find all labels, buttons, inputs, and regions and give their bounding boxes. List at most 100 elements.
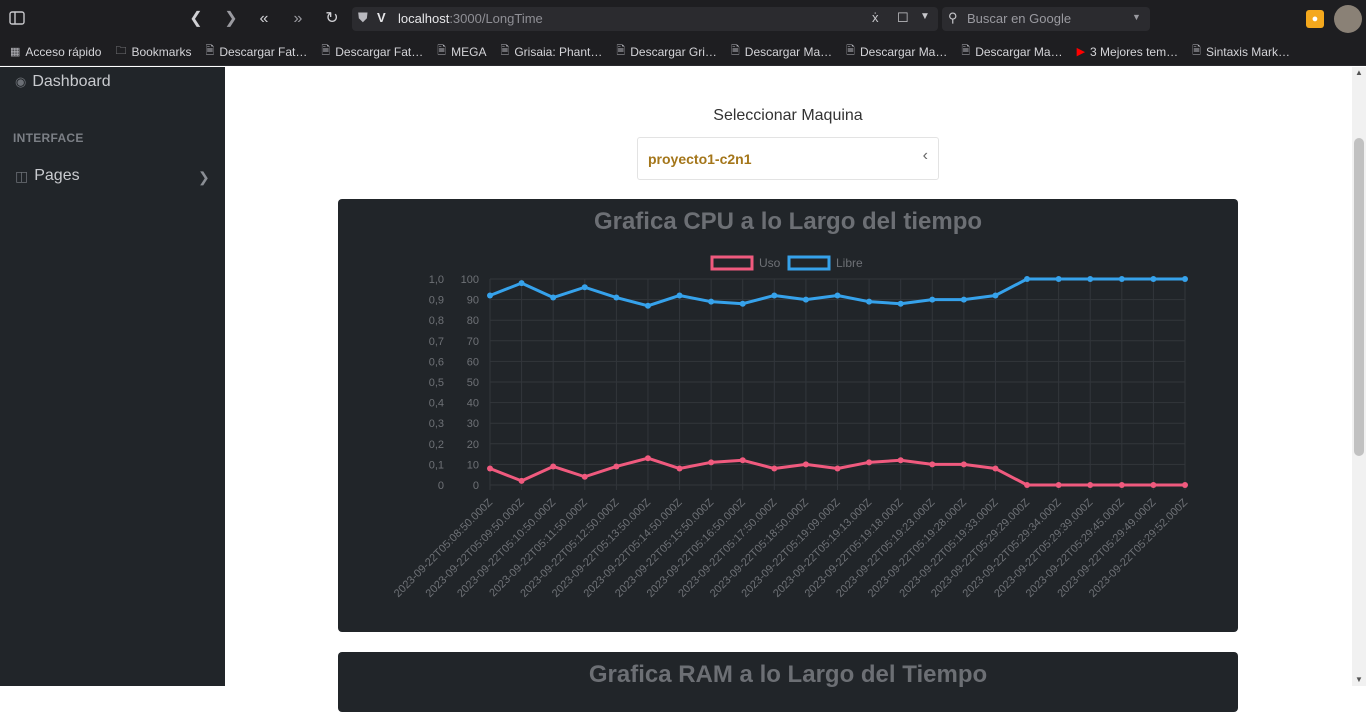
bookmark-item[interactable]: 🗎 Sintaxis Mark… <box>1192 42 1290 61</box>
y-left-tick-label: 1,0 <box>429 274 444 286</box>
data-point-libre <box>834 292 841 299</box>
sidebar-item-label: Dashboard <box>32 73 111 90</box>
legend-swatch-libre <box>787 255 831 271</box>
chevron-left-icon: ‹ <box>922 147 928 164</box>
y-left-tick-label: 0,7 <box>429 336 444 348</box>
bookmark-icon[interactable]: ☐ <box>897 10 909 25</box>
data-point-uso <box>834 465 841 472</box>
search-icon: ⚲ <box>948 10 958 25</box>
data-point-uso <box>613 463 620 470</box>
sidebar-item-dashboard[interactable]: ◉ Dashboard <box>15 73 111 91</box>
y-left-tick-label: 0,1 <box>429 459 444 471</box>
bookmark-item[interactable]: 🗎 MEGA <box>437 42 486 61</box>
scroll-down-icon[interactable]: ▼ <box>1355 675 1363 684</box>
page-icon: 🗎 <box>846 45 855 57</box>
url-host: localhost <box>398 11 450 26</box>
data-point-uso <box>581 473 588 480</box>
y-right-tick-label: 30 <box>467 418 479 430</box>
data-point-libre <box>992 292 999 299</box>
bookmark-label: Bookmarks <box>131 44 192 59</box>
bookmark-label: 3 Mejores tem… <box>1090 44 1179 59</box>
data-point-libre <box>771 292 778 299</box>
sidebar: ◉ Dashboard INTERFACE ◫ Pages ❯ <box>0 67 225 686</box>
scroll-up-icon[interactable]: ▲ <box>1355 68 1363 77</box>
forward-icon[interactable]: ❯ <box>224 10 238 27</box>
reload-icon[interactable]: ↻ <box>325 10 339 27</box>
dropdown-icon[interactable]: ▼ <box>920 11 930 22</box>
profile-avatar[interactable] <box>1334 5 1362 33</box>
search-bar[interactable]: ⚲ Buscar en Google ▼ <box>942 7 1150 31</box>
y-left-tick-label: 0,4 <box>429 398 444 410</box>
selector-title: Seleccionar Maquina <box>713 107 863 124</box>
page-icon: 🗎 <box>961 45 971 57</box>
page-icon: 🗎 <box>321 45 331 57</box>
bookmark-label: Descargar Fat… <box>335 44 424 59</box>
data-point-uso <box>897 457 904 464</box>
sidebar-toggle-icon[interactable] <box>7 9 27 29</box>
y-left-tick-label: 0,8 <box>429 315 444 327</box>
bookmark-item[interactable]: 🗎 Descargar Ma… <box>961 42 1062 61</box>
ram-chart-card: Grafica RAM a lo Largo del Tiempo <box>338 652 1238 712</box>
bookmark-item[interactable]: ▶ 3 Mejores tem… <box>1077 45 1179 59</box>
data-point-uso <box>644 455 651 462</box>
y-left-tick-label: 0,5 <box>429 377 444 389</box>
back-icon[interactable]: ❮ <box>189 10 203 27</box>
translate-icon[interactable]: ẋ <box>872 10 879 25</box>
y-right-tick-label: 20 <box>467 439 479 451</box>
bookmark-item[interactable]: 🗎 Descargar Ma… <box>731 42 832 61</box>
url-text[interactable]: localhost:3000/LongTime <box>398 11 543 26</box>
data-point-libre <box>1118 276 1125 282</box>
y-right-tick-label: 10 <box>467 459 479 471</box>
data-point-uso <box>1024 482 1031 488</box>
rewind-icon[interactable]: « <box>259 10 269 27</box>
data-point-uso <box>929 461 936 468</box>
extension-icon[interactable]: ● <box>1306 10 1324 28</box>
page-icon: 🗎 <box>616 45 626 57</box>
data-point-libre <box>1087 276 1094 282</box>
data-point-uso <box>802 461 809 468</box>
dashboard-icon: ◉ <box>15 74 27 89</box>
data-point-uso <box>866 459 873 466</box>
sidebar-heading: INTERFACE <box>13 131 84 145</box>
bookmark-item[interactable]: 🗎 Descargar Fat… <box>321 42 423 61</box>
page-icon: 🗎 <box>437 45 447 57</box>
machine-select[interactable]: proyecto1-c2n1 ‹ <box>637 137 939 180</box>
data-point-uso <box>960 461 967 468</box>
bookmark-label: Acceso rápido <box>25 44 102 59</box>
bookmark-item[interactable]: 🗎 Grisaia: Phant… <box>500 42 602 61</box>
chevron-right-icon[interactable]: ❯ <box>198 169 210 185</box>
bookmark-label: Grisaia: Phant… <box>514 44 603 59</box>
y-left-tick-label: 0,2 <box>429 439 444 451</box>
sidebar-item-pages[interactable]: ◫ Pages <box>15 167 80 185</box>
data-point-libre <box>1182 276 1188 282</box>
page-icon: 🗎 <box>205 45 215 57</box>
data-point-uso <box>739 457 746 464</box>
machine-select-value: proyecto1-c2n1 <box>648 151 752 167</box>
data-point-libre <box>1055 276 1062 282</box>
data-point-libre <box>802 296 809 303</box>
bookmark-item[interactable]: 🗎 Descargar Fat… <box>205 42 307 61</box>
search-engine-dropdown-icon[interactable]: ▼ <box>1132 12 1141 22</box>
y-right-tick-label: 0 <box>473 480 479 492</box>
fast-forward-icon[interactable]: » <box>293 10 303 27</box>
address-bar[interactable]: ⛊ V localhost:3000/LongTime ẋ ☐ ▼ <box>352 7 938 31</box>
page-icon: 🗎 <box>500 45 510 57</box>
cpu-chart-title: Grafica CPU a lo Largo del tiempo <box>593 208 983 235</box>
bookmark-label: Descargar Ma… <box>860 44 948 59</box>
bookmark-item[interactable]: 🗎 Descargar Gri… <box>616 42 717 61</box>
bookmark-item[interactable]: ▦ Acceso rápido <box>10 45 101 59</box>
data-point-libre <box>708 298 715 305</box>
y-left-tick-label: 0,6 <box>429 356 444 368</box>
bookmark-item[interactable]: 🗎 Descargar Ma… <box>846 42 947 61</box>
data-point-uso <box>1055 482 1062 488</box>
sidebar-item-label: Pages <box>34 167 80 184</box>
shield-icon[interactable]: ⛊ <box>358 10 368 25</box>
data-point-uso <box>676 465 683 472</box>
y-right-tick-label: 50 <box>467 377 479 389</box>
y-left-tick-label: 0,3 <box>429 418 444 430</box>
scrollbar-thumb[interactable] <box>1354 138 1364 456</box>
bookmark-label: Descargar Ma… <box>744 44 833 59</box>
bookmark-item[interactable]: 🗀 Bookmarks <box>115 42 191 61</box>
data-point-libre <box>550 294 557 301</box>
youtube-icon: ▶ <box>1076 46 1086 58</box>
